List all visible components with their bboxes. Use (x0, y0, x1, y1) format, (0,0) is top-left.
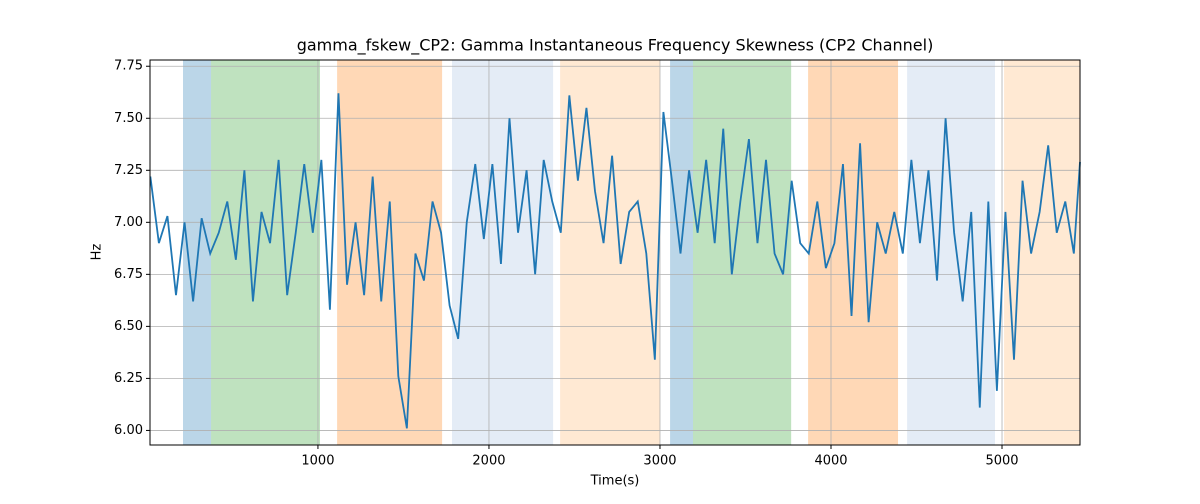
shaded-span (692, 60, 792, 445)
shaded-span (560, 60, 660, 445)
shaded-span (670, 60, 693, 445)
y-tick-label: 6.25 (114, 371, 143, 386)
y-tick-label: 6.00 (114, 423, 143, 438)
y-axis-label: Hz (90, 244, 105, 261)
y-tick-label: 7.00 (114, 215, 143, 230)
y-tick-label: 7.75 (114, 59, 143, 74)
shaded-span (452, 60, 554, 445)
x-axis-label: Time(s) (590, 474, 640, 489)
y-tick-label: 7.25 (114, 163, 143, 178)
chart-title: gamma_fskew_CP2: Gamma Instantaneous Fre… (297, 36, 934, 56)
x-tick-label: 1000 (301, 454, 334, 469)
x-tick-label: 3000 (643, 454, 676, 469)
x-tick-label: 2000 (472, 454, 505, 469)
data-line (149, 93, 1081, 429)
shaded-span (337, 60, 443, 445)
y-tick-label: 7.50 (114, 111, 143, 126)
y-tick-label: 6.50 (114, 319, 143, 334)
x-tick-label: 4000 (814, 454, 847, 469)
x-tick-label: 5000 (985, 454, 1018, 469)
shaded-span (907, 60, 996, 445)
shaded-span (211, 60, 320, 445)
plot-frame (149, 59, 1081, 446)
y-tick-label: 6.75 (114, 267, 143, 282)
shaded-span (1004, 60, 1080, 445)
